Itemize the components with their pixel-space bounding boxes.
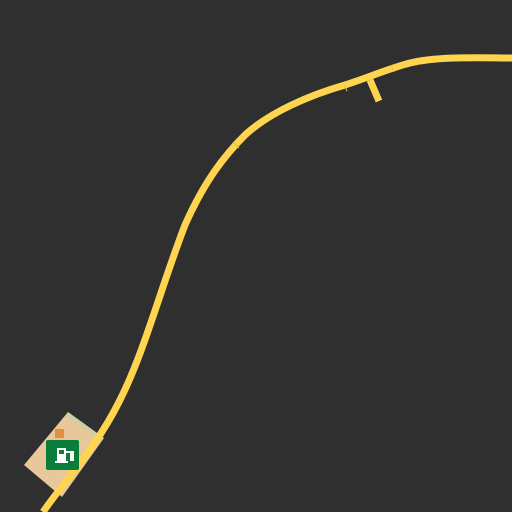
fuel-station-marker[interactable] [46,429,79,470]
road-segment-divider [343,83,348,92]
road-segment-divider [232,141,240,149]
road-segment-divider [390,64,395,73]
main-road[interactable] [40,54,512,512]
fuel-marker-accent [55,429,64,438]
road-spur[interactable] [366,78,383,103]
gas-pump-icon [55,448,74,463]
fuel-station-lot-edge [66,412,104,440]
